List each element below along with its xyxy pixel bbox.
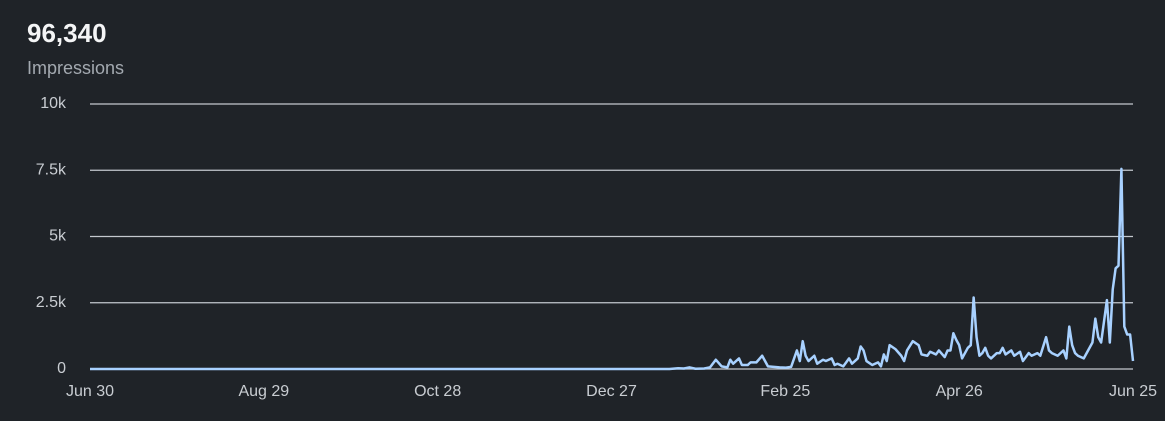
x-tick-label: Jun 30 — [66, 383, 114, 400]
x-tick-label: Oct 28 — [414, 383, 461, 400]
x-tick-label: Feb 25 — [760, 383, 810, 400]
chart-title: 96,340 — [27, 18, 107, 48]
y-tick-label: 5k — [49, 228, 67, 245]
y-tick-label: 2.5k — [36, 294, 67, 311]
y-tick-label: 10k — [40, 95, 67, 112]
y-tick-label: 0 — [57, 360, 66, 377]
x-tick-label: Jun 25 — [1109, 383, 1157, 400]
x-tick-label: Dec 27 — [586, 383, 637, 400]
x-tick-label: Apr 26 — [936, 383, 983, 400]
chart-subtitle: Impressions — [27, 58, 124, 78]
y-tick-label: 7.5k — [36, 161, 67, 178]
series-line — [90, 167, 1135, 371]
x-tick-label: Aug 29 — [238, 383, 289, 400]
